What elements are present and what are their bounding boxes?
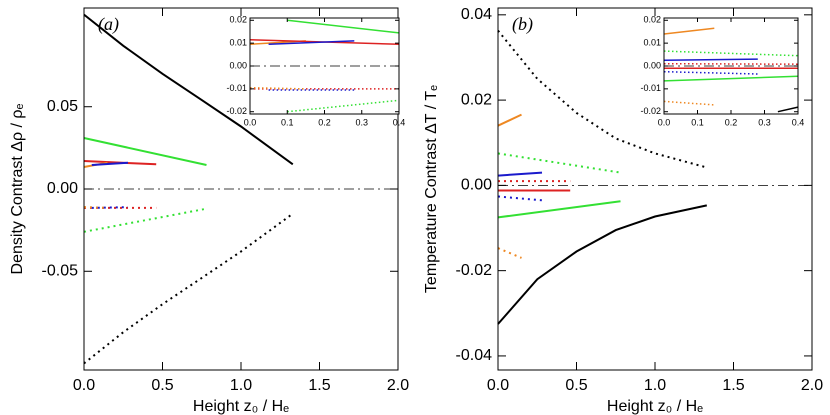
data-line bbox=[777, 106, 799, 113]
data-line bbox=[83, 207, 207, 233]
y-tick-label: 0.00 bbox=[47, 180, 78, 197]
data-line bbox=[497, 247, 522, 259]
y-axis-label: Temperature Contrast ΔT / Tₑ bbox=[423, 85, 440, 293]
x-tick-label: 0.5 bbox=[565, 377, 587, 394]
x-tick-label: 0.4 bbox=[792, 117, 805, 127]
y-tick-label: -0.01 bbox=[640, 83, 661, 93]
data-line bbox=[663, 75, 799, 82]
data-line bbox=[497, 152, 621, 174]
x-tick-label: 0.1 bbox=[281, 117, 294, 127]
plot-frame bbox=[497, 7, 813, 371]
x-tick-label: 0.0 bbox=[73, 377, 95, 394]
y-tick-label: -0.02 bbox=[456, 262, 493, 279]
x-tick-label: 0.5 bbox=[151, 377, 173, 394]
y-tick-label: 0.01 bbox=[229, 38, 247, 48]
data-line bbox=[83, 137, 207, 166]
y-tick-label: -0.01 bbox=[226, 83, 247, 93]
y-tick-label: 0.04 bbox=[461, 6, 492, 23]
panel-label: (a) bbox=[98, 14, 119, 35]
x-tick-label: 0.3 bbox=[355, 117, 368, 127]
data-line bbox=[497, 195, 543, 202]
y-tick-label: 0.05 bbox=[47, 98, 78, 115]
data-line bbox=[287, 99, 400, 113]
x-tick-label: 1.0 bbox=[230, 377, 252, 394]
plot-frame bbox=[663, 17, 799, 115]
x-tick-label: 0.2 bbox=[318, 117, 331, 127]
x-tick-label: 0.3 bbox=[758, 117, 771, 127]
x-tick-label: 0.1 bbox=[691, 117, 704, 127]
x-tick-label: 2.0 bbox=[801, 377, 823, 394]
x-axis-label: Height z₀ / Hₑ bbox=[193, 398, 289, 415]
data-line bbox=[249, 86, 306, 90]
y-axis-label: Density Contrast Δρ / ρₑ bbox=[9, 104, 26, 275]
data-line bbox=[497, 113, 522, 127]
x-tick-label: 0.4 bbox=[393, 117, 406, 127]
data-line bbox=[663, 58, 758, 62]
plot-frame bbox=[249, 17, 400, 115]
data-line bbox=[83, 206, 108, 209]
y-tick-label: -0.02 bbox=[640, 106, 661, 116]
panel-label: (b) bbox=[512, 14, 533, 35]
data-line bbox=[268, 40, 355, 46]
x-axis-label: Height z₀ / Hₑ bbox=[607, 398, 703, 415]
x-tick-label: 0.0 bbox=[658, 117, 671, 127]
x-tick-label: 2.0 bbox=[387, 377, 409, 394]
data-line bbox=[663, 100, 715, 106]
y-tick-label: 0.00 bbox=[229, 60, 247, 70]
plot-frame bbox=[83, 7, 399, 371]
y-tick-label: -0.02 bbox=[226, 106, 247, 116]
data-line bbox=[497, 200, 621, 219]
x-tick-label: 0.0 bbox=[487, 377, 509, 394]
data-line bbox=[497, 29, 708, 169]
x-tick-label: 1.5 bbox=[722, 377, 744, 394]
data-line bbox=[663, 27, 715, 35]
data-line bbox=[83, 212, 294, 365]
y-tick-label: -0.05 bbox=[42, 262, 79, 279]
y-tick-label: 0.02 bbox=[229, 15, 247, 25]
data-line bbox=[91, 206, 129, 209]
data-line bbox=[287, 19, 400, 34]
x-tick-label: 1.0 bbox=[644, 377, 666, 394]
x-tick-label: 0.2 bbox=[725, 117, 738, 127]
y-tick-label: 0.00 bbox=[461, 177, 492, 194]
x-tick-label: 0.0 bbox=[244, 117, 257, 127]
y-tick-label: 0.00 bbox=[643, 60, 661, 70]
data-line bbox=[91, 161, 129, 166]
y-tick-label: 0.01 bbox=[643, 38, 661, 48]
y-tick-label: 0.02 bbox=[461, 91, 492, 108]
data-line bbox=[83, 13, 294, 166]
data-line bbox=[497, 204, 708, 325]
data-line bbox=[497, 171, 543, 177]
y-tick-label: -0.04 bbox=[456, 347, 493, 364]
y-tick-label: 0.02 bbox=[643, 15, 661, 25]
x-tick-label: 1.5 bbox=[308, 377, 330, 394]
